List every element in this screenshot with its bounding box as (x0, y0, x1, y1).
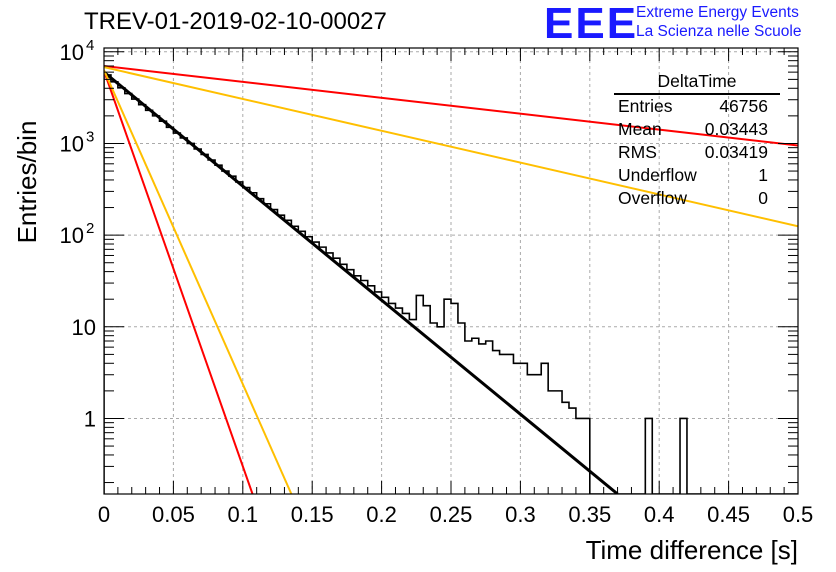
stats-value: 46756 (719, 96, 768, 116)
fit-line-5 (104, 66, 798, 228)
y-tick-label: 10 (60, 131, 84, 156)
plot-content (104, 65, 798, 494)
stats-value: 1 (758, 165, 768, 185)
eee-logo: EEE (544, 0, 639, 48)
y-tick-exponent: 4 (86, 37, 94, 54)
y-tick-label: 10 (72, 315, 96, 340)
x-tick-label: 0.35 (568, 502, 611, 527)
eee-tagline-line2: La Scienza nelle Scuole (636, 23, 802, 40)
chart-title: TREV-01-2019-02-10-00027 (84, 8, 387, 35)
x-tick-label: 0.05 (152, 502, 195, 527)
stats-value: 0.03419 (704, 142, 768, 162)
stats-label: Overflow (618, 188, 688, 208)
x-tick-label: 0.4 (644, 502, 675, 527)
fit-line-4 (104, 65, 798, 147)
stats-row: Entries 46756 (612, 95, 778, 118)
stats-label: RMS (618, 142, 657, 162)
y-tick-exponent: 3 (86, 128, 94, 145)
x-tick-label: 0.1 (228, 502, 259, 527)
y-tick-label: 10 (60, 223, 84, 248)
x-tick-label: 0.15 (291, 502, 334, 527)
stats-label: Underflow (618, 165, 697, 185)
stats-box-title: DeltaTime (614, 71, 780, 95)
stats-label: Entries (618, 96, 673, 116)
stats-row: Underflow 1 (612, 164, 778, 187)
stats-row: RMS 0.03419 (612, 141, 778, 164)
x-tick-label: 0.3 (505, 502, 536, 527)
x-tick-label: 0.2 (366, 502, 397, 527)
stats-value: 0.03443 (704, 119, 768, 139)
eee-tagline-line1: Extreme Energy Events (636, 4, 799, 21)
fit-line-1 (104, 70, 619, 494)
stats-label: Mean (618, 119, 662, 139)
fit-line-3 (104, 69, 293, 494)
y-tick-exponent: 2 (86, 220, 94, 237)
stats-value: 0 (758, 188, 768, 208)
eee-tagline: Extreme Energy Events La Scienza nelle S… (636, 3, 801, 41)
x-tick-label: 0.5 (783, 502, 814, 527)
fit-line-2 (104, 70, 254, 494)
x-tick-label: 0.25 (430, 502, 473, 527)
stats-row: Overflow 0 (612, 187, 778, 210)
y-tick-label: 1 (84, 406, 96, 431)
x-axis-title: Time difference [s] (586, 535, 798, 565)
stats-row: Mean 0.03443 (612, 118, 778, 141)
y-tick-label: 10 (60, 40, 84, 65)
stats-box: DeltaTime Entries 46756 Mean 0.03443 RMS… (612, 71, 780, 210)
x-tick-label: 0 (98, 502, 110, 527)
y-axis-title: Entries/bin (12, 121, 42, 244)
x-tick-label: 0.45 (707, 502, 750, 527)
